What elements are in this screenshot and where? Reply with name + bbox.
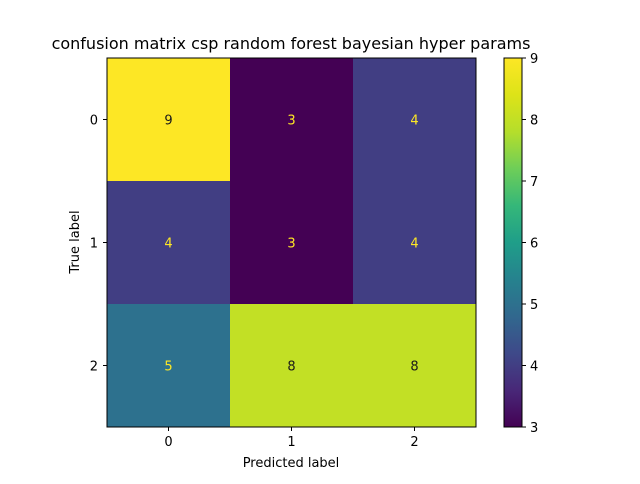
- y-tick-label: 0: [90, 114, 98, 129]
- heatmap-cell: [230, 181, 354, 305]
- heatmap-cells: 9 3 4 4 3 4 5 8 8: [107, 58, 477, 428]
- cell-value-label: 4: [410, 114, 418, 129]
- x-axis-ticks: 0 1 2: [164, 427, 419, 450]
- x-tick-label: 0: [164, 435, 172, 450]
- y-tick-label: 1: [90, 237, 98, 252]
- colorbar-tick-label: 9: [530, 52, 538, 67]
- x-tick-label: 2: [410, 435, 418, 450]
- cell-value-label: 5: [164, 360, 172, 375]
- cell-value-label: 4: [410, 237, 418, 252]
- x-tick-label: 1: [287, 435, 295, 450]
- cell-value-label: 4: [164, 237, 172, 252]
- colorbar-tick-label: 5: [530, 298, 538, 313]
- chart-title: confusion matrix csp random forest bayes…: [52, 34, 531, 53]
- cell-value-label: 3: [287, 237, 295, 252]
- heatmap-cell: [230, 58, 354, 182]
- cell-value-label: 9: [164, 114, 172, 129]
- colorbar-tick-label: 8: [530, 114, 538, 129]
- heatmap-cell: [353, 58, 477, 182]
- y-axis-label: True label: [68, 210, 83, 274]
- x-axis-label: Predicted label: [243, 456, 340, 471]
- y-tick-label: 2: [90, 360, 98, 375]
- colorbar-tick-label: 3: [530, 421, 538, 436]
- heatmap-cell: [353, 181, 477, 305]
- cell-value-label: 8: [410, 360, 418, 375]
- heatmap-cell: [107, 304, 231, 428]
- colorbar-tick-label: 7: [530, 175, 538, 190]
- colorbar-tick-label: 4: [530, 360, 538, 375]
- y-axis-ticks: 0 1 2: [90, 114, 107, 375]
- cell-value-label: 3: [287, 114, 295, 129]
- colorbar-ticks: 3 4 5 6 7 8 9: [522, 52, 538, 436]
- heatmap-cell: [230, 304, 354, 428]
- heatmap-cell: [107, 181, 231, 305]
- colorbar-tick-label: 6: [530, 237, 538, 252]
- heatmap-cell: [107, 58, 231, 182]
- heatmap-cell: [353, 304, 477, 428]
- colorbar: [503, 57, 523, 428]
- cell-value-label: 8: [287, 360, 295, 375]
